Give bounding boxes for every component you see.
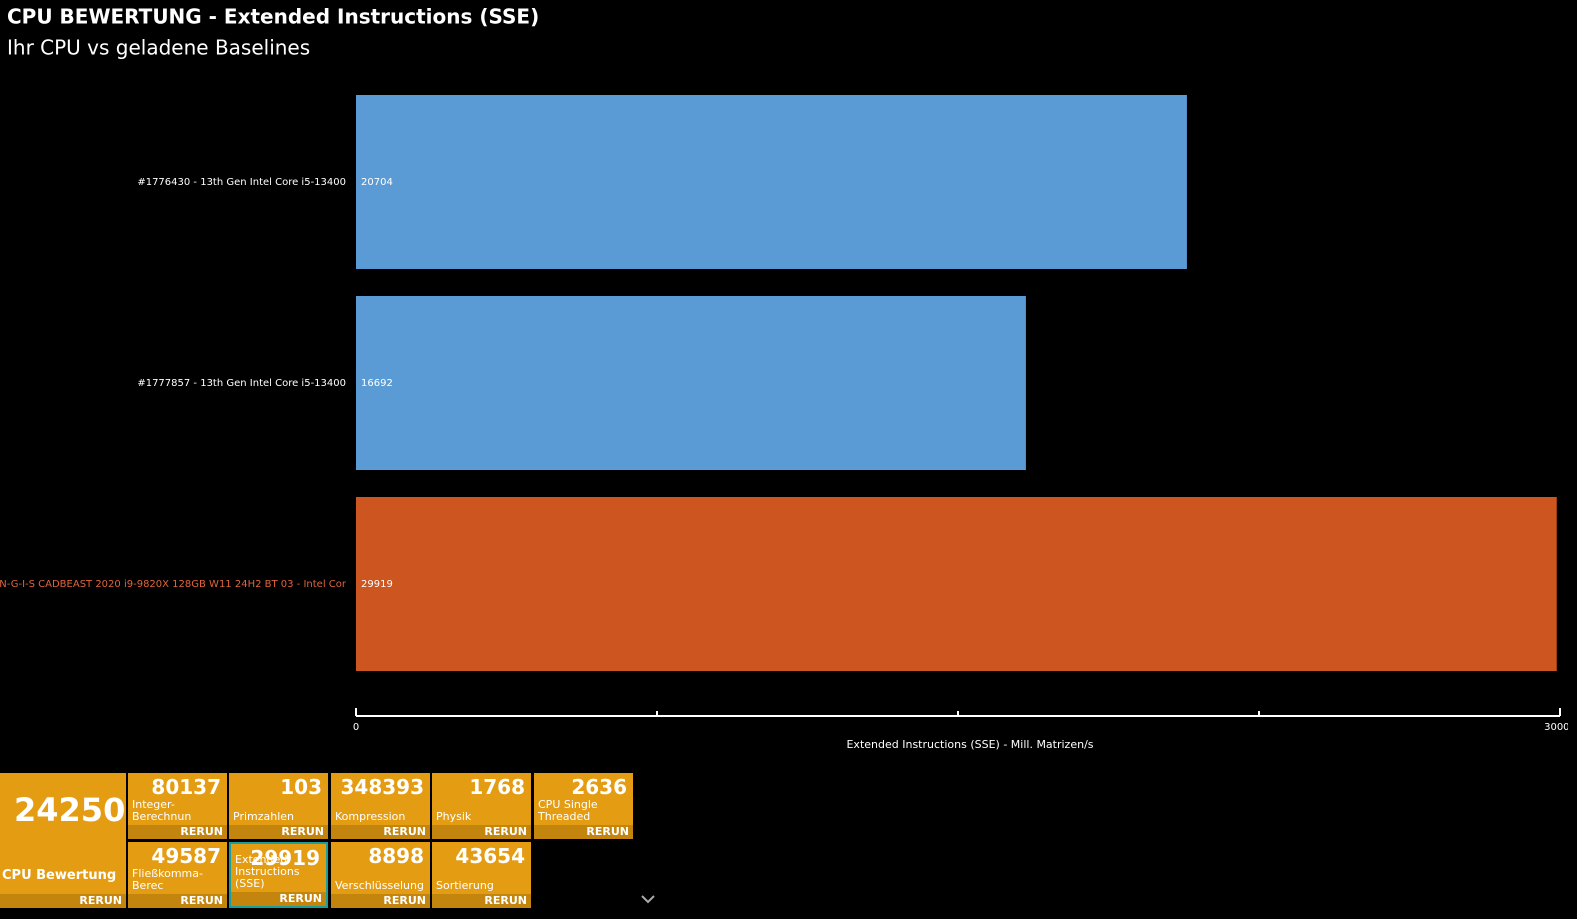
- benchmark-tile[interactable]: 1768 Physik RERUN: [432, 773, 531, 839]
- rerun-button[interactable]: RERUN: [231, 892, 326, 906]
- benchmark-tile[interactable]: 8898 Verschlüsselung RERUN: [331, 842, 430, 908]
- expand-chevron[interactable]: [640, 893, 656, 905]
- tile-label: CPU Single Threaded: [538, 798, 598, 823]
- rerun-button[interactable]: RERUN: [534, 825, 633, 839]
- category-label: N-G-I-S CADBEAST 2020 i9-9820X 128GB W11…: [0, 579, 347, 590]
- benchmark-tile[interactable]: 103 Primzahlen RERUN: [229, 773, 328, 839]
- benchmark-tile[interactable]: 49587 Fließkomma-Berec RERUN: [128, 842, 227, 908]
- rerun-button[interactable]: RERUN: [229, 825, 328, 839]
- benchmark-tile[interactable]: 2636 CPU Single Threaded RERUN: [534, 773, 633, 839]
- category-label: #1777857 - 13th Gen Intel Core i5-13400: [137, 378, 346, 389]
- bar: [356, 497, 1557, 671]
- rerun-button[interactable]: RERUN: [128, 825, 227, 839]
- benchmark-tile[interactable]: 29919 Extended Instructions (SSE) RERUN: [229, 842, 328, 908]
- benchmark-tile[interactable]: 24250 CPU Bewertung RERUN: [0, 773, 126, 908]
- category-label: #1776430 - 13th Gen Intel Core i5-13400: [137, 177, 346, 188]
- tile-label: Fließkomma-Berec: [132, 867, 203, 892]
- rerun-button[interactable]: RERUN: [331, 825, 430, 839]
- rerun-button[interactable]: RERUN: [432, 825, 531, 839]
- bar: [356, 95, 1187, 269]
- rerun-button[interactable]: RERUN: [331, 894, 430, 908]
- chart-title: CPU BEWERTUNG - Extended Instructions (S…: [7, 5, 539, 29]
- benchmark-tile[interactable]: 80137 Integer-Berechnun RERUN: [128, 773, 227, 839]
- benchmark-tile[interactable]: 43654 Sortierung RERUN: [432, 842, 531, 908]
- rerun-button[interactable]: RERUN: [432, 894, 531, 908]
- tile-score: 2636: [571, 775, 627, 799]
- tile-score: 43654: [455, 844, 525, 868]
- bar: [356, 296, 1026, 470]
- rerun-button[interactable]: RERUN: [128, 894, 227, 908]
- bar-value-label: 29919: [361, 579, 393, 590]
- tile-label: Verschlüsselung: [335, 879, 424, 892]
- x-tick-label: 0: [353, 722, 359, 733]
- bar-value-label: 20704: [361, 177, 393, 188]
- tile-label: Kompression: [335, 810, 406, 823]
- tile-label: Sortierung: [436, 879, 494, 892]
- tile-score: 8898: [368, 844, 424, 868]
- bar-value-label: 16692: [361, 378, 393, 389]
- tile-label: Integer-Berechnun: [132, 798, 192, 823]
- chart-subtitle: Ihr CPU vs geladene Baselines: [7, 36, 310, 60]
- tile-label: Physik: [436, 810, 472, 823]
- x-tick-label: 30000: [1544, 722, 1568, 733]
- tile-label: Primzahlen: [233, 810, 295, 823]
- chart: CPU BEWERTUNG - Extended Instructions (S…: [0, 5, 1568, 752]
- tile-label: Extended Instructions (SSE): [235, 853, 300, 890]
- benchmark-tile[interactable]: 348393 Kompression RERUN: [331, 773, 430, 839]
- tile-score: 29919: [250, 846, 320, 870]
- tile-score: 1768: [469, 775, 525, 799]
- tile-score: 24250: [14, 791, 126, 829]
- x-axis-label: Extended Instructions (SSE) - Mill. Matr…: [846, 738, 1093, 751]
- tile-score: 348393: [340, 775, 425, 799]
- tile-score: 80137: [151, 775, 221, 799]
- tile-score: 103: [280, 775, 322, 799]
- rerun-button[interactable]: RERUN: [0, 894, 126, 908]
- tile-label: CPU Bewertung: [2, 868, 117, 883]
- tile-score: 49587: [151, 844, 221, 868]
